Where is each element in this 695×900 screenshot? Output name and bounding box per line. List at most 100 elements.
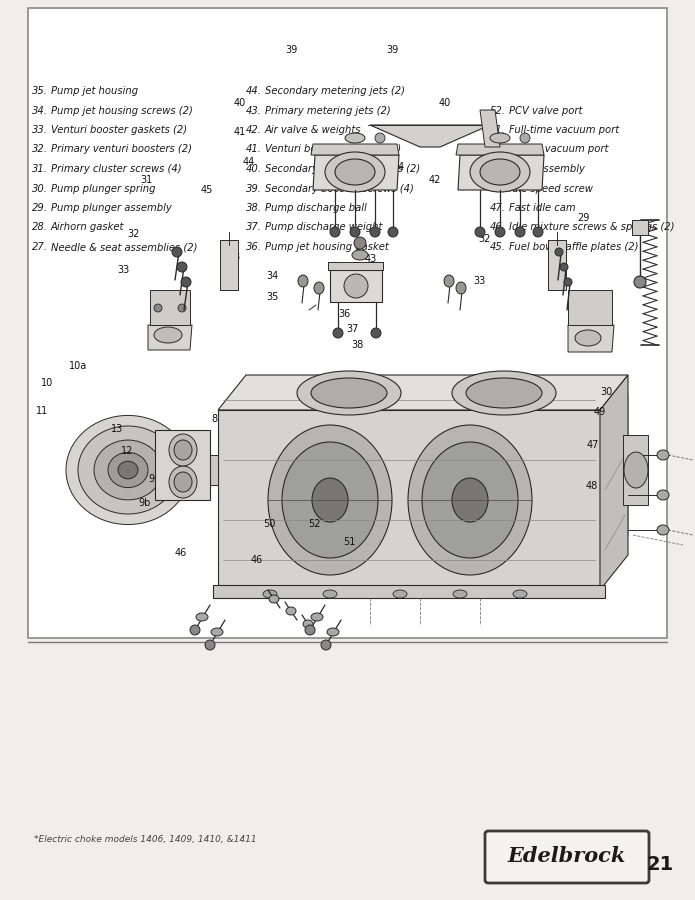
Text: 34: 34 <box>266 271 279 282</box>
Text: Venturi booster gaskets (2): Venturi booster gaskets (2) <box>51 125 187 135</box>
Text: 43: 43 <box>364 254 377 265</box>
Ellipse shape <box>657 450 669 460</box>
Text: Pump plunger spring: Pump plunger spring <box>51 184 156 194</box>
Polygon shape <box>600 375 628 590</box>
Ellipse shape <box>624 452 648 488</box>
Bar <box>568 290 612 325</box>
Ellipse shape <box>422 442 518 558</box>
Ellipse shape <box>174 472 192 492</box>
Text: Secondary metering jets (2): Secondary metering jets (2) <box>265 86 405 96</box>
Text: 27.: 27. <box>32 242 48 252</box>
Text: 45: 45 <box>478 161 491 172</box>
Text: 37.: 37. <box>246 222 262 232</box>
Ellipse shape <box>495 227 505 237</box>
Text: 49.: 49. <box>490 164 506 174</box>
Text: 45.: 45. <box>490 242 506 252</box>
Ellipse shape <box>181 277 191 287</box>
Ellipse shape <box>298 275 308 287</box>
Text: 50.: 50. <box>490 145 506 155</box>
Ellipse shape <box>354 237 366 249</box>
Text: Primary cluster screws (4): Primary cluster screws (4) <box>51 164 181 174</box>
Text: 11: 11 <box>35 406 48 417</box>
Text: Ported vacuum port: Ported vacuum port <box>509 145 608 155</box>
Ellipse shape <box>66 416 190 525</box>
Text: 51.: 51. <box>490 125 506 135</box>
Ellipse shape <box>444 275 454 287</box>
Text: 47.: 47. <box>490 203 506 213</box>
Ellipse shape <box>634 276 646 288</box>
Text: 44: 44 <box>243 157 255 167</box>
Text: 39: 39 <box>286 45 298 56</box>
Ellipse shape <box>480 159 520 185</box>
Text: 32: 32 <box>127 229 140 239</box>
Text: 48.: 48. <box>490 184 506 194</box>
Ellipse shape <box>325 152 385 192</box>
Text: 36.: 36. <box>246 242 262 252</box>
Text: 9: 9 <box>149 473 154 484</box>
Text: Air valve & weights: Air valve & weights <box>265 125 361 135</box>
Text: 10: 10 <box>41 377 54 388</box>
Polygon shape <box>623 435 648 505</box>
Ellipse shape <box>352 250 368 260</box>
Ellipse shape <box>350 227 360 237</box>
Text: 45: 45 <box>201 184 213 195</box>
Ellipse shape <box>303 620 313 628</box>
Ellipse shape <box>178 304 186 312</box>
Ellipse shape <box>154 327 182 343</box>
Text: 34.: 34. <box>32 105 48 115</box>
Text: 43.: 43. <box>246 105 262 115</box>
Ellipse shape <box>323 590 337 598</box>
Ellipse shape <box>94 440 162 500</box>
Text: Fast idle cam: Fast idle cam <box>509 203 575 213</box>
Text: 9b: 9b <box>138 498 151 508</box>
Text: 38: 38 <box>352 339 364 350</box>
Ellipse shape <box>515 227 525 237</box>
Ellipse shape <box>657 525 669 535</box>
Ellipse shape <box>452 478 488 522</box>
Ellipse shape <box>560 263 568 271</box>
Polygon shape <box>458 155 544 190</box>
Text: 28.: 28. <box>32 222 48 232</box>
Ellipse shape <box>490 133 510 143</box>
Text: 31: 31 <box>140 175 152 185</box>
Ellipse shape <box>297 371 401 415</box>
Text: Idle mixture screws & springs (2): Idle mixture screws & springs (2) <box>509 222 675 232</box>
Text: 21: 21 <box>646 854 673 874</box>
Polygon shape <box>311 144 399 155</box>
Text: 33: 33 <box>473 275 486 286</box>
Text: 46.: 46. <box>490 222 506 232</box>
Text: Needle & seat assemblies (2): Needle & seat assemblies (2) <box>51 242 197 252</box>
Text: Idle speed screw: Idle speed screw <box>509 184 593 194</box>
Ellipse shape <box>78 426 178 514</box>
Ellipse shape <box>263 590 277 598</box>
Polygon shape <box>548 240 566 290</box>
Ellipse shape <box>475 227 485 237</box>
Bar <box>155 430 210 500</box>
Text: 30.: 30. <box>32 184 48 194</box>
Text: 31.: 31. <box>32 164 48 174</box>
Text: Pump jet housing screws (2): Pump jet housing screws (2) <box>51 105 193 115</box>
Text: Venturi booster gaskets (2): Venturi booster gaskets (2) <box>265 145 401 155</box>
Ellipse shape <box>452 371 556 415</box>
Ellipse shape <box>190 625 200 635</box>
Ellipse shape <box>169 466 197 498</box>
Text: 41: 41 <box>414 127 427 138</box>
Text: 32.: 32. <box>32 145 48 155</box>
Ellipse shape <box>169 434 197 466</box>
Ellipse shape <box>375 133 385 143</box>
Ellipse shape <box>314 282 324 294</box>
Text: 48: 48 <box>585 481 598 491</box>
Text: 8: 8 <box>211 414 217 425</box>
Text: Edelbrock: Edelbrock <box>508 846 626 866</box>
Text: 49: 49 <box>594 407 606 418</box>
Polygon shape <box>456 144 544 155</box>
Ellipse shape <box>174 440 192 460</box>
Ellipse shape <box>311 378 387 408</box>
Polygon shape <box>218 410 600 590</box>
Ellipse shape <box>575 330 601 346</box>
Text: 39.: 39. <box>246 184 262 194</box>
Ellipse shape <box>520 133 530 143</box>
Ellipse shape <box>196 613 208 621</box>
Ellipse shape <box>393 590 407 598</box>
Ellipse shape <box>370 227 380 237</box>
